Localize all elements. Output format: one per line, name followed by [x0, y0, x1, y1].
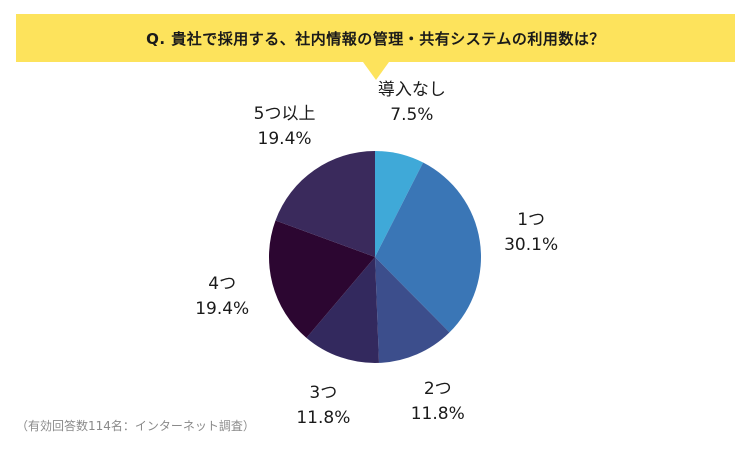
pie-label-1: 導入なし 7.5% [378, 78, 446, 128]
pie-label-6: 5つ以上 19.4% [254, 102, 316, 152]
question-title: Q. 貴社で採用する、社内情報の管理・共有システムの利用数は？ [146, 29, 605, 48]
pie-slice-3 [375, 257, 450, 363]
pie-label-value: 11.8% [296, 408, 351, 429]
pie-label-value: 11.8% [410, 404, 465, 424]
pie-label-category: 導入なし [377, 80, 446, 101]
pie-label-category: 4つ [208, 274, 237, 295]
pie-slice-1 [375, 151, 424, 257]
pie-slices [269, 151, 482, 363]
pie-label-value: 19.4% [195, 299, 250, 320]
pie-label-category: 3つ [309, 383, 338, 404]
pie-label-value: 19.4% [257, 129, 312, 150]
footnote: （有効回答数114名：インターネット調査） [16, 419, 255, 433]
pie-label-category: 2つ [423, 379, 452, 399]
pie-label-value: 7.5% [390, 105, 434, 126]
pie-label-5: 4つ 19.4% [195, 272, 249, 322]
pie-slice-5 [269, 220, 375, 338]
pie-slice-2 [375, 162, 482, 333]
pie-slice-4 [306, 257, 379, 363]
pie-label-category: 1つ [517, 209, 546, 230]
pie-label-category: 5つ以上 [253, 104, 316, 125]
pie-label-2: 1つ 30.1% [504, 208, 558, 258]
question-banner: Q. 貴社で採用する、社内情報の管理・共有システムの利用数は？ [16, 14, 735, 62]
pie-label-value: 30.1% [504, 234, 559, 255]
pie-slice-6 [275, 151, 375, 257]
pie-label-4: 3つ 11.8% [296, 381, 350, 431]
banner-pointer-icon [363, 62, 389, 80]
pie-label-3: 2つ 11.8% [411, 377, 465, 427]
